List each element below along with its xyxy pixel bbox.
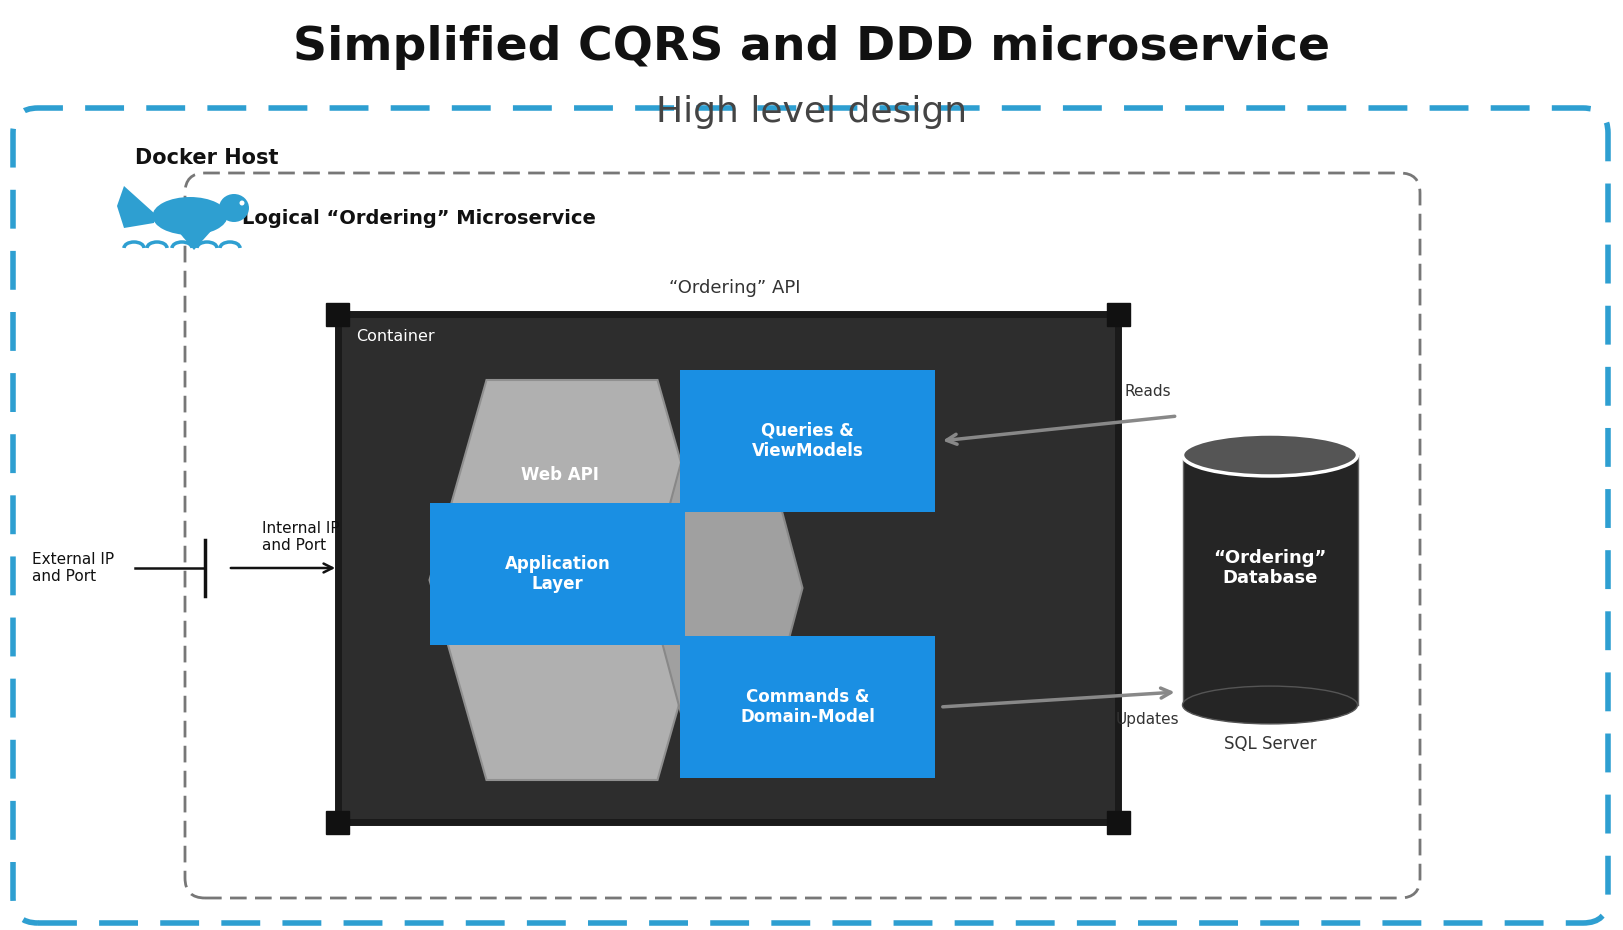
Text: Docker Host: Docker Host — [135, 148, 279, 168]
Text: High level design: High level design — [656, 95, 967, 129]
Text: External IP
and Port: External IP and Port — [32, 551, 114, 584]
FancyBboxPatch shape — [1107, 811, 1130, 833]
Text: “Ordering” API: “Ordering” API — [669, 279, 800, 297]
FancyBboxPatch shape — [1107, 302, 1130, 325]
Polygon shape — [177, 226, 213, 250]
Polygon shape — [430, 380, 714, 780]
FancyBboxPatch shape — [326, 811, 349, 833]
Text: Internal IP
and Port: Internal IP and Port — [261, 521, 339, 553]
Ellipse shape — [1183, 686, 1357, 724]
Text: Reads: Reads — [1125, 384, 1170, 399]
Ellipse shape — [240, 201, 245, 206]
FancyBboxPatch shape — [680, 636, 935, 778]
Ellipse shape — [153, 197, 227, 235]
Text: Updates: Updates — [1115, 712, 1180, 727]
FancyBboxPatch shape — [680, 370, 935, 512]
Polygon shape — [648, 460, 802, 715]
FancyBboxPatch shape — [430, 503, 685, 645]
Text: Container: Container — [355, 329, 435, 344]
Ellipse shape — [1183, 434, 1357, 476]
FancyBboxPatch shape — [1183, 455, 1357, 705]
Text: Queries &
ViewModels: Queries & ViewModels — [751, 421, 863, 460]
Text: SQL Server: SQL Server — [1224, 735, 1316, 753]
Text: Logical “Ordering” Microservice: Logical “Ordering” Microservice — [242, 208, 596, 228]
Text: Commands &
Domain-Model: Commands & Domain-Model — [740, 687, 875, 726]
FancyBboxPatch shape — [338, 314, 1118, 822]
Ellipse shape — [219, 194, 248, 222]
Text: Simplified CQRS and DDD microservice: Simplified CQRS and DDD microservice — [294, 25, 1329, 70]
Text: Web API: Web API — [521, 466, 599, 484]
Text: “Ordering”
Database: “Ordering” Database — [1214, 549, 1326, 588]
FancyBboxPatch shape — [326, 302, 349, 325]
Polygon shape — [117, 186, 154, 228]
Text: Application
Layer: Application Layer — [505, 554, 610, 593]
